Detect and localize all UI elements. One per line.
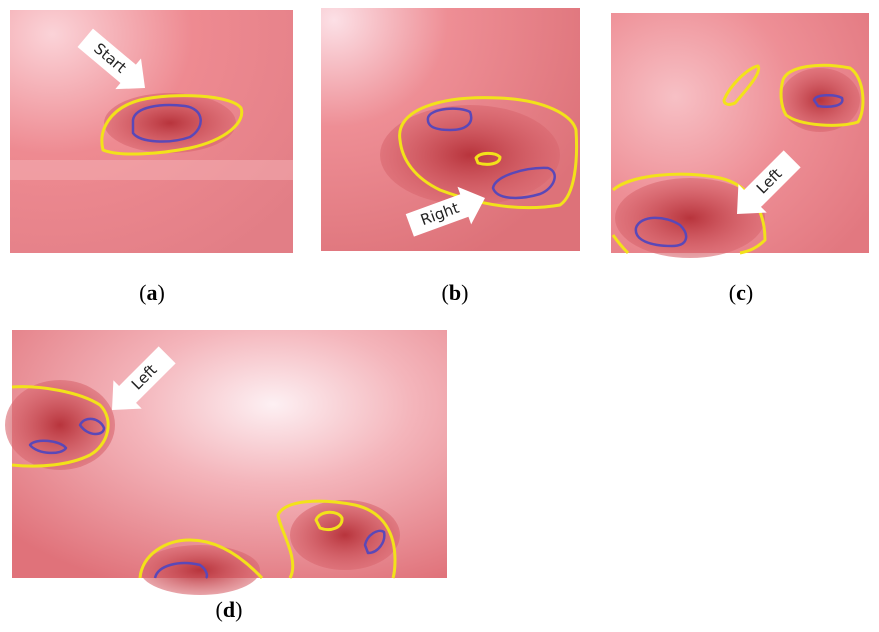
figure: Start (a) Right (b) Left (c)	[0, 0, 879, 632]
caption-part: d	[223, 597, 235, 622]
panel-a: Start (a)	[10, 10, 293, 305]
caption-part: )	[235, 597, 242, 622]
caption-part: b	[449, 280, 461, 305]
image-band	[10, 160, 293, 180]
caption: (c)	[729, 280, 753, 305]
caption-part: (	[442, 280, 449, 305]
panel-c: Left (c)	[611, 13, 869, 305]
lumen	[104, 93, 236, 153]
caption-part: )	[461, 280, 468, 305]
panel-d: Left (d)	[5, 330, 447, 622]
caption: (b)	[442, 280, 469, 305]
panel-b: Right (b)	[321, 8, 580, 305]
lumen	[140, 545, 260, 595]
page: Start (a) Right (b) Left (c)	[0, 0, 879, 632]
caption: (a)	[139, 280, 165, 305]
caption-part: c	[736, 280, 746, 305]
caption: (d)	[216, 597, 243, 622]
caption-part: (	[216, 597, 223, 622]
caption-part: a	[147, 280, 158, 305]
caption-part: )	[746, 280, 753, 305]
lumen	[5, 380, 115, 470]
caption-part: )	[158, 280, 165, 305]
caption-part: (	[729, 280, 736, 305]
lumen	[780, 68, 860, 132]
caption-part: (	[139, 280, 146, 305]
